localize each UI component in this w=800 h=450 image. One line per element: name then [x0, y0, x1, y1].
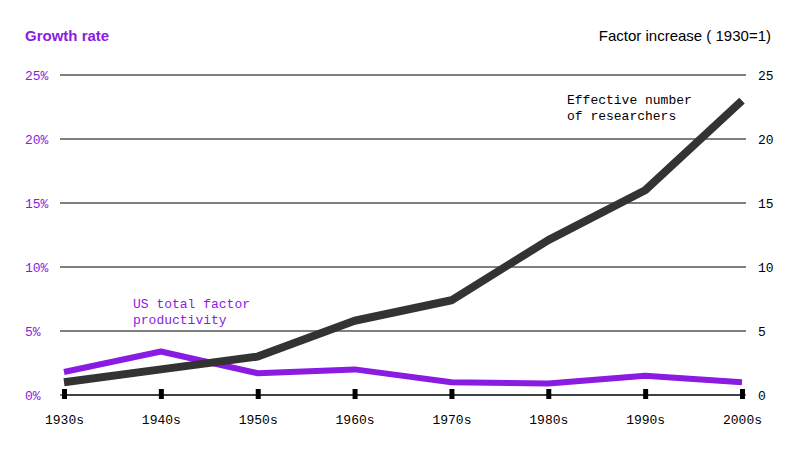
y2-tick-label: 5	[758, 325, 766, 340]
x-tick-mark	[62, 389, 67, 399]
x-tick: 1950s	[239, 389, 278, 428]
series-label-line: Effective number	[567, 93, 692, 108]
y-tick: 10%	[25, 261, 60, 276]
y2-tick-label: 25	[758, 69, 774, 84]
y2-tick: 25	[746, 69, 774, 84]
x-axis: 1930s 1940s 1950s 1960s 1970s 1980s 1990s 2000s	[45, 389, 762, 428]
y2-tick: 0	[746, 389, 766, 404]
y-tick-label: 25%	[25, 69, 49, 84]
grid-line	[60, 203, 746, 204]
y2-tick-label: 10	[758, 261, 774, 276]
x-tick-label: 2000s	[723, 413, 762, 428]
chart: 0% 5% 10% 15% 20% 25% 0 5 10 15 20 25 1930s 1940s 1950…	[0, 0, 800, 450]
x-tick-mark	[546, 389, 551, 399]
x-tick-label: 1980s	[529, 413, 568, 428]
series-line	[64, 101, 742, 383]
y2-tick-label: 15	[758, 197, 774, 212]
x-tick: 1980s	[529, 389, 568, 428]
x-tick-label: 1970s	[432, 413, 471, 428]
y-tick-label: 20%	[25, 133, 49, 148]
x-tick: 1990s	[626, 389, 665, 428]
y-tick-label: 15%	[25, 197, 49, 212]
y-tick-label: 5%	[25, 325, 41, 340]
y2-tick: 20	[746, 133, 774, 148]
x-tick: 1970s	[432, 389, 471, 428]
y2-axis-line	[746, 76, 747, 396]
y-axis-title: Growth rate	[25, 27, 109, 44]
series-label-line: of researchers	[567, 109, 676, 124]
y-tick: 5%	[25, 325, 60, 340]
y-tick: 25%	[25, 69, 60, 84]
x-tick: 1960s	[336, 389, 375, 428]
x-tick-mark	[256, 389, 261, 399]
grid	[60, 75, 746, 395]
x-tick-label: 1990s	[626, 413, 665, 428]
y2-tick: 10	[746, 261, 774, 276]
grid-line	[60, 331, 746, 332]
x-tick: 1940s	[142, 389, 181, 428]
x-tick-mark	[449, 389, 454, 399]
y-tick-label: 10%	[25, 261, 49, 276]
x-axis-line	[64, 395, 742, 396]
y2-axis-title: Factor increase ( 1930=1)	[599, 27, 771, 44]
x-tick-label: 1960s	[336, 413, 375, 428]
x-tick-mark	[643, 389, 648, 399]
x-tick-mark	[353, 389, 358, 399]
y-tick: 0%	[25, 389, 60, 404]
grid-line	[60, 267, 746, 268]
grid-line	[60, 139, 746, 140]
y-axis-line	[60, 76, 61, 396]
y2-tick-label: 20	[758, 133, 774, 148]
y2-tick: 5	[746, 325, 766, 340]
series-label-line: productivity	[133, 313, 227, 328]
x-tick-label: 1940s	[142, 413, 181, 428]
x-tick-label: 1950s	[239, 413, 278, 428]
x-tick-label: 1930s	[45, 413, 84, 428]
y-axis: 0% 5% 10% 15% 20% 25%	[25, 69, 61, 404]
x-tick-mark	[740, 389, 745, 399]
grid-line	[60, 75, 746, 76]
x-tick: 2000s	[723, 389, 762, 428]
x-tick-mark	[159, 389, 164, 399]
y2-tick-label: 0	[758, 389, 766, 404]
y2-axis: 0 5 10 15 20 25	[746, 69, 774, 404]
y-tick: 20%	[25, 133, 60, 148]
plot-area	[64, 101, 742, 384]
series-label-line: US total factor	[133, 297, 250, 312]
x-tick: 1930s	[45, 389, 84, 428]
series-label: Effective numberof researchers	[567, 93, 692, 124]
y-tick: 15%	[25, 197, 60, 212]
y2-tick: 15	[746, 197, 774, 212]
series-label: US total factorproductivity	[133, 297, 250, 328]
y-tick-label: 0%	[25, 389, 41, 404]
